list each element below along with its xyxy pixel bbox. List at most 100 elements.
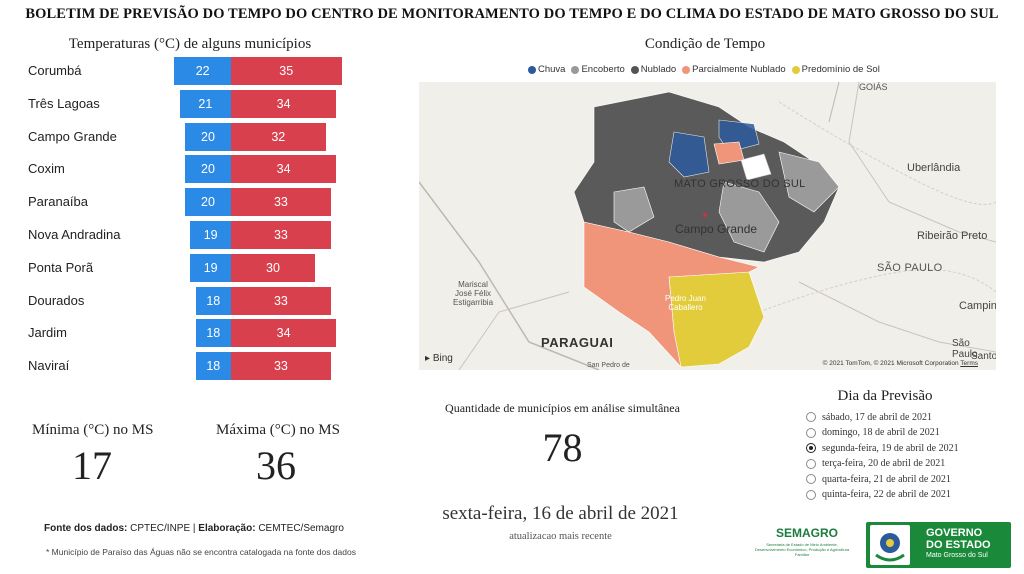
max-temp-bar: 34 xyxy=(231,319,337,348)
bing-logo: ▸ Bing xyxy=(425,353,453,364)
legend-item[interactable]: Predomínio de Sol xyxy=(791,64,880,75)
legend-dot-icon xyxy=(528,65,536,74)
forecast-day-option[interactable]: terça-feira, 20 de abril de 2021 xyxy=(806,457,945,471)
label-sao-paulo-state: SÃO PAULO xyxy=(877,262,943,274)
legend-item[interactable]: Encoberto xyxy=(571,64,625,75)
city-row: Campo Grande 20 32 xyxy=(28,122,348,151)
region-orange-2 xyxy=(713,141,745,165)
min-temp-bar: 21 xyxy=(179,89,231,118)
region-lightgray xyxy=(718,181,780,253)
max-temp-bar: 34 xyxy=(231,89,337,118)
forecast-day-option[interactable]: quinta-feira, 22 de abril de 2021 xyxy=(806,488,951,502)
label-pedro-juan: Pedro Juan Caballero xyxy=(665,294,706,312)
label-san-pedro: San Pedro de xyxy=(587,362,630,369)
update-note: atualizacao mais recente xyxy=(509,531,612,542)
label-capital: Campo Grande xyxy=(675,222,758,236)
min-temp-bar: 20 xyxy=(185,122,231,151)
city-name: Corumbá xyxy=(28,63,82,78)
min-temp-bar: 18 xyxy=(195,352,231,381)
forecast-day-label: terça-feira, 20 de abril de 2021 xyxy=(822,458,946,469)
region-lightgray-3 xyxy=(613,186,655,233)
region-blue xyxy=(668,131,710,178)
label-mariscal: Mariscal José Félix Estigarribia xyxy=(453,280,494,307)
legend-item[interactable]: Nublado xyxy=(630,64,677,75)
city-row: Ponta Porã 19 30 xyxy=(28,253,348,282)
legend-item[interactable]: Chuva xyxy=(528,64,565,75)
footnote: * Município de Paraíso das Águas não se … xyxy=(46,547,356,557)
analysis-value: 78 xyxy=(542,425,583,470)
radio-button[interactable] xyxy=(806,412,816,422)
legend-item[interactable]: Parcialmente Nublado xyxy=(682,64,786,75)
min-temp-bar: 19 xyxy=(190,253,231,282)
map-canvas xyxy=(419,82,996,370)
city-row: Nova Andradina 19 33 xyxy=(28,221,348,249)
gov-subtitle: Mato Grosso do Sul xyxy=(926,552,988,559)
city-name: Dourados xyxy=(28,292,85,308)
city-row: Naviraí 18 33 xyxy=(28,352,348,381)
radio-button[interactable] xyxy=(806,443,816,453)
label-uberlandia: Uberlândia xyxy=(907,162,961,174)
region-lightgray-2 xyxy=(778,151,840,213)
source-label: Fonte dos dados: xyxy=(44,523,128,534)
temperatures-title: Temperaturas (°C) de alguns municípios xyxy=(68,36,312,52)
map-copyright: © 2021 TomTom, © 2021 Microsoft Corporat… xyxy=(822,360,978,367)
radio-button[interactable] xyxy=(806,458,816,469)
min-temp-bar: 19 xyxy=(190,221,231,249)
current-date: sexta-feira, 16 de abril de 2021 xyxy=(442,503,679,524)
min-temp-bar: 20 xyxy=(185,155,231,184)
legend-label: Parcialmente Nublado xyxy=(692,64,786,75)
min-temp-value: 17 xyxy=(72,443,112,488)
min-temp-bar: 18 xyxy=(195,286,231,315)
terms-link[interactable]: Terms xyxy=(960,360,978,367)
legend-label: Nublado xyxy=(640,64,677,75)
legend-label: Encoberto xyxy=(581,64,625,75)
radio-button[interactable] xyxy=(806,489,816,500)
city-row: Corumbá 22 35 xyxy=(28,57,348,85)
legend-label: Predomínio de Sol xyxy=(801,64,880,75)
max-temp-label: Máxima (°C) no MS xyxy=(216,422,340,438)
max-temp-bar: 32 xyxy=(231,122,326,151)
forecast-day-option[interactable]: segunda-feira, 19 de abril de 2021 xyxy=(806,441,959,455)
label-santos: Santo xyxy=(971,351,996,362)
city-name: Campo Grande xyxy=(28,128,117,144)
weather-map[interactable]: GOIÁS MATO GROSSO DO SUL Campo Grande Ub… xyxy=(419,82,996,370)
label-paraguai: PARAGUAI xyxy=(541,335,614,350)
map-legend: Chuva Encoberto Nublado Parcialmente Nublad… xyxy=(528,64,880,75)
label-goias: GOIÁS xyxy=(859,82,888,92)
city-name: Naviraí xyxy=(28,358,70,374)
legend-dot-icon xyxy=(791,65,800,74)
min-temp-label: Mínima (°C) no MS xyxy=(32,422,154,438)
semagro-logo: SEMAGRO Secretaria de Estado de Meio Amb… xyxy=(748,524,858,570)
region-yellow xyxy=(668,271,765,368)
forecast-day-option[interactable]: sábado, 17 de abril de 2021 xyxy=(806,410,932,424)
gov-title: GOVERNO DO ESTADO xyxy=(926,527,991,551)
city-row: Três Lagoas 21 34 xyxy=(28,89,348,118)
label-campinas: Campin xyxy=(959,300,996,312)
city-row: Dourados 18 33 xyxy=(28,286,348,315)
label-state: MATO GROSSO DO SUL xyxy=(674,178,806,190)
legend-dot-icon xyxy=(571,65,580,74)
radio-button[interactable] xyxy=(806,474,816,484)
city-name: Ponta Porã xyxy=(28,259,94,275)
legend-dot-icon xyxy=(682,65,691,74)
label-sao-paulo-city: São Paulo xyxy=(952,338,978,360)
city-name: Coxim xyxy=(28,161,65,177)
max-temp-bar: 30 xyxy=(231,253,315,282)
forecast-day-label: quarta-feira, 21 de abril de 2021 xyxy=(822,473,951,485)
max-temp-bar: 33 xyxy=(231,286,331,315)
label-ribeirao: Ribeirão Preto xyxy=(917,230,988,242)
min-temp-bar: 22 xyxy=(174,57,231,85)
analysis-label: Quantidade de municípios em análise simu… xyxy=(445,401,680,415)
region-white xyxy=(740,153,772,181)
max-temp-bar: 33 xyxy=(231,188,331,217)
forecast-day-option[interactable]: quarta-feira, 21 de abril de 2021 xyxy=(806,472,951,486)
forecast-day-option[interactable]: domingo, 18 de abril de 2021 xyxy=(806,426,940,440)
forecast-title: Dia da Previsão xyxy=(837,388,933,404)
radio-button[interactable] xyxy=(806,427,816,438)
forecast-day-label: quinta-feira, 22 de abril de 2021 xyxy=(822,489,951,500)
semagro-text: SEMAGRO xyxy=(776,526,839,540)
city-name: Jardim xyxy=(28,325,68,341)
city-name: Paranaíba xyxy=(28,194,88,210)
city-row: Jardim 18 34 xyxy=(28,319,348,348)
city-row: Coxim 20 34 xyxy=(28,155,348,184)
